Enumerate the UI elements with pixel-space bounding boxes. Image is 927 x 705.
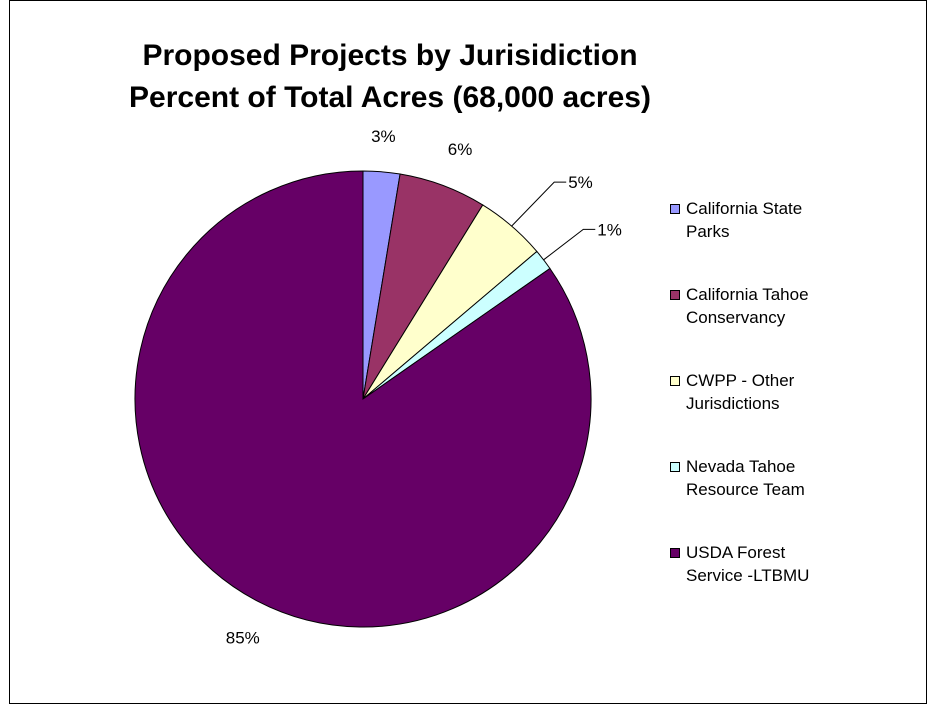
legend-label: Nevada Tahoe Resource Team: [686, 455, 886, 501]
legend-swatch: [670, 204, 680, 214]
legend-label-line: Service -LTBMU: [686, 566, 810, 585]
legend-label-line: USDA Forest: [686, 543, 786, 562]
legend-swatch: [670, 462, 680, 472]
chart-frame: Proposed Projects by Jurisidiction Perce…: [9, 0, 927, 704]
legend-label-line: Conservancy: [686, 308, 786, 327]
data-label-california-state-parks: 3%: [371, 127, 396, 146]
pie-chart: 3% 6% 5% 1% 85%: [134, 127, 622, 648]
legend-label-line: Jurisdictions: [686, 394, 780, 413]
legend-swatch: [670, 376, 680, 386]
data-label-nevada-tahoe-resource-team: 1%: [597, 220, 622, 239]
legend-label: USDA Forest Service -LTBMU: [686, 541, 886, 587]
chart-title-line-1: Proposed Projects by Jurisidiction: [142, 39, 638, 72]
data-label-usda-forest-service-ltbmu: 85%: [226, 629, 260, 648]
legend-label-line: CWPP - Other: [686, 371, 795, 390]
leader-line-cwpp-other-jurisdictions: [511, 181, 567, 227]
chart-title: Proposed Projects by Jurisidiction Perce…: [10, 35, 770, 119]
legend-swatch: [670, 548, 680, 558]
data-label-cwpp-other-jurisdictions: 5%: [568, 173, 593, 192]
chart-title-line-2: Percent of Total Acres (68,000 acres): [129, 81, 651, 114]
legend-label: California Tahoe Conservancy: [686, 283, 886, 329]
legend-label: CWPP - Other Jurisdictions: [686, 369, 886, 415]
legend-label-line: California State: [686, 199, 803, 218]
legend-label-line: Parks: [686, 222, 730, 241]
data-label-california-tahoe-conservancy: 6%: [448, 140, 473, 159]
pie-slice-usda-forest-service-ltbmu: [134, 170, 592, 628]
legend-label-line: Nevada Tahoe: [686, 457, 796, 476]
legend-swatch: [670, 290, 680, 300]
leader-line-nevada-tahoe-resource-team: [543, 228, 596, 261]
legend-label-line: California Tahoe: [686, 285, 809, 304]
legend-label-line: Resource Team: [686, 480, 805, 499]
legend-label: California State Parks: [686, 197, 886, 243]
